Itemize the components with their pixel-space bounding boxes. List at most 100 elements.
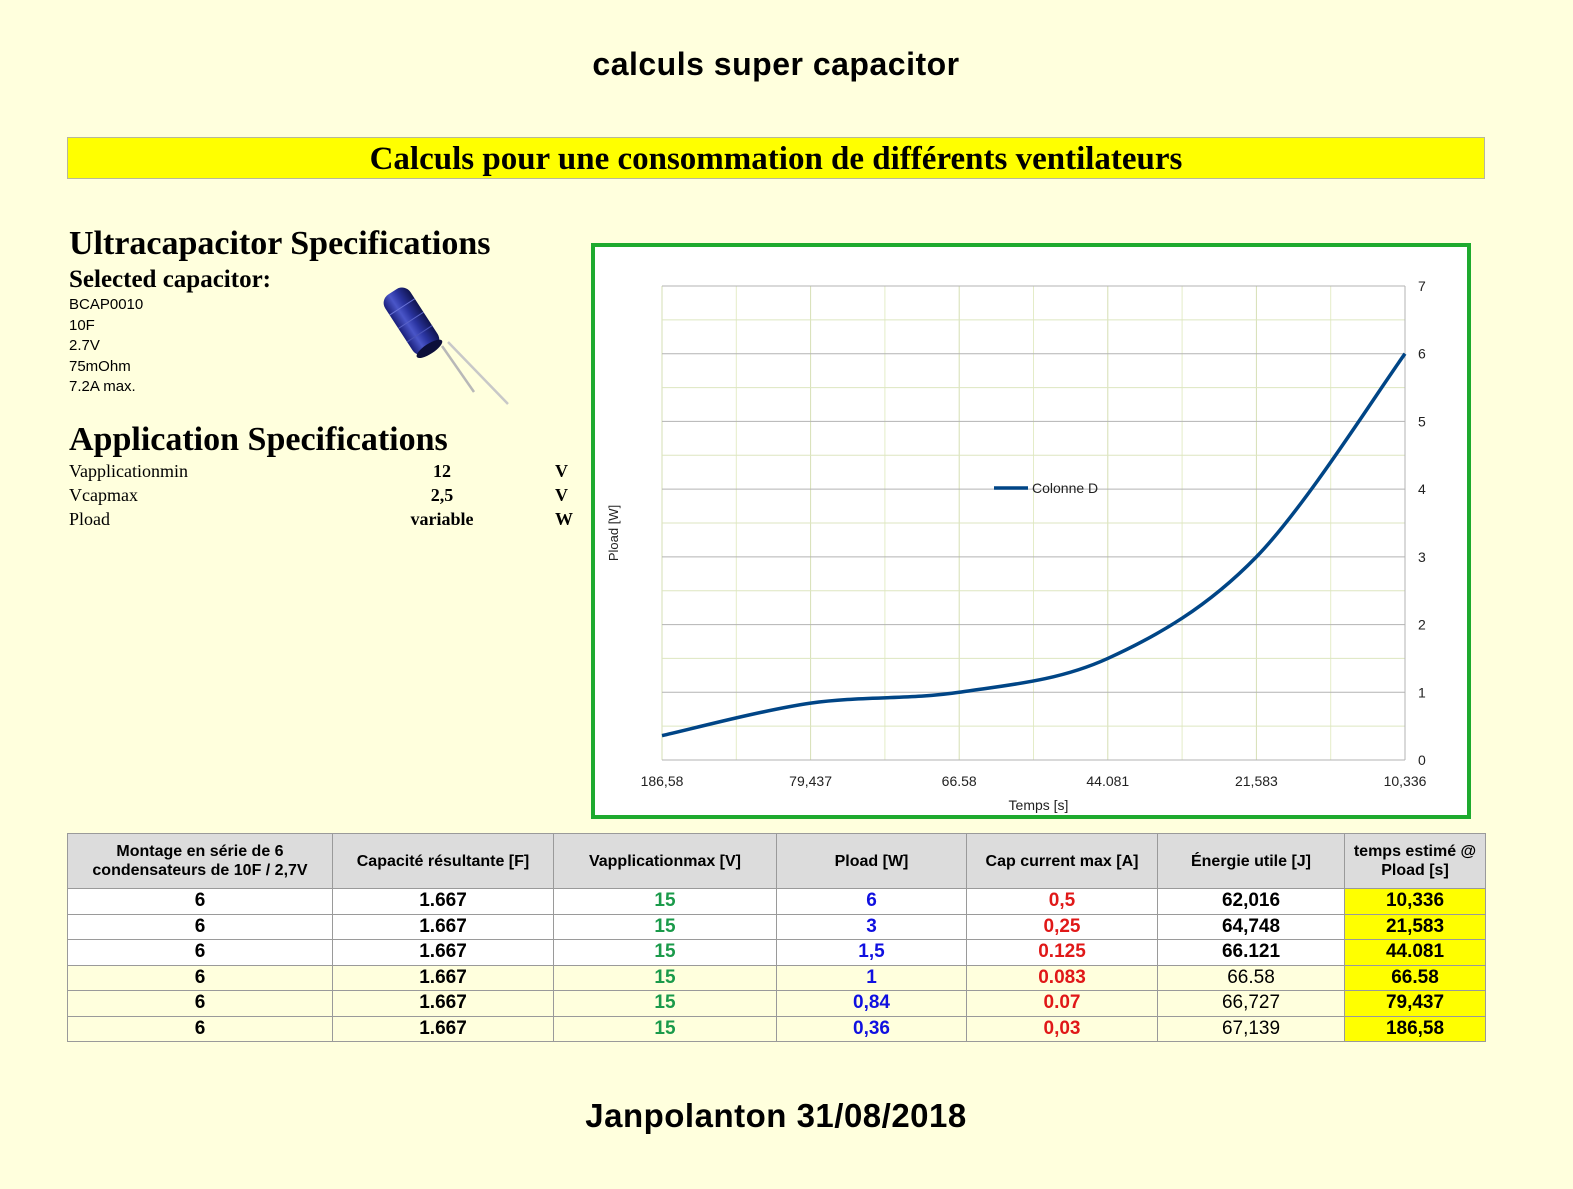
cell-montage: 6	[67, 939, 333, 966]
spec-voltage: 2.7V	[69, 337, 100, 354]
ultracap-heading: Ultracapacitor Specifications	[69, 225, 491, 262]
table-row: 6 1.667 15 1 0.083 66.58 66.58	[67, 964, 1486, 991]
x-tick-label: 21,583	[1235, 773, 1278, 789]
x-axis-title: Temps [s]	[1009, 797, 1069, 813]
cell-current: 0.125	[966, 939, 1158, 966]
table-row: 6 1.667 15 6 0,5 62,016 10,336	[67, 888, 1486, 915]
cell-current: 0.07	[966, 990, 1158, 1017]
cell-pload: 0,36	[776, 1015, 967, 1042]
cell-pload: 6	[776, 888, 967, 915]
cell-montage: 6	[67, 913, 333, 940]
cell-energie: 67,139	[1157, 1015, 1345, 1042]
legend-label: Colonne D	[1032, 480, 1098, 496]
chart-svg: 0 1 2 3 4 5 6 7 186,58 79,437 66.58 44.081 21,583 10,…	[606, 278, 1427, 813]
app-row-vcapmax: Vcapmax 2,5 V	[69, 485, 579, 509]
app-label: Pload	[69, 509, 111, 529]
results-table: Montage en série de 6 condensateurs de 1…	[67, 833, 1486, 1042]
cell-montage: 6	[67, 964, 333, 991]
y-tick-label: 0	[1418, 752, 1426, 768]
app-row-pload: Pload variable W	[69, 509, 579, 533]
cell-current: 0,03	[966, 1015, 1158, 1042]
cell-temps: 44.081	[1344, 939, 1486, 966]
cell-energie: 64,748	[1157, 913, 1345, 940]
table-header-row: Montage en série de 6 condensateurs de 1…	[67, 833, 1486, 889]
y-tick-label: 1	[1418, 684, 1426, 700]
y-tick-label: 6	[1418, 346, 1426, 362]
y-tick-label: 7	[1418, 278, 1426, 294]
y-axis-title: Pload [W]	[606, 505, 621, 561]
app-unit: V	[555, 485, 568, 505]
cell-capacite: 1.667	[332, 1015, 554, 1042]
cell-vappmax: 15	[553, 939, 777, 966]
cell-pload: 0,84	[776, 990, 967, 1017]
cell-pload: 1	[776, 964, 967, 991]
x-tick-label: 186,58	[641, 773, 684, 789]
cell-pload: 1,5	[776, 939, 967, 966]
series-line-colonne-d	[661, 352, 1407, 738]
cell-temps: 186,58	[1344, 1015, 1486, 1042]
col-header-capacite: Capacité résultante [F]	[332, 833, 554, 889]
y-tick-label: 4	[1418, 481, 1426, 497]
spec-capacitance: 10F	[69, 316, 95, 334]
x-tick-label: 44.081	[1086, 773, 1129, 789]
col-header-energie: Énergie utile [J]	[1157, 833, 1345, 889]
cell-current: 0,5	[966, 888, 1158, 915]
spec-part-number: BCAP0010	[69, 296, 144, 313]
cell-temps: 21,583	[1344, 913, 1486, 940]
cell-vappmax: 15	[553, 964, 777, 991]
section-banner: Calculs pour une consommation de différe…	[67, 137, 1485, 179]
selected-capacitor-heading: Selected capacitor:	[69, 266, 272, 293]
col-header-vappmax: Vapplicationmax [V]	[553, 833, 777, 889]
spec-esr: 75mOhm	[69, 357, 131, 375]
app-value: 2,5	[430, 485, 454, 505]
cell-energie: 66.58	[1157, 964, 1345, 991]
y-tick-label: 2	[1418, 617, 1426, 633]
col-header-pload: Pload [W]	[776, 833, 967, 889]
cell-temps: 66.58	[1344, 964, 1486, 991]
table-row: 6 1.667 15 0,36 0,03 67,139 186,58	[67, 1015, 1486, 1042]
cell-vappmax: 15	[553, 913, 777, 940]
cell-montage: 6	[67, 888, 333, 915]
cell-capacite: 1.667	[332, 913, 554, 940]
cell-current: 0,25	[966, 913, 1158, 940]
application-specs: Vapplicationmin 12 V Vcapmax 2,5 V Pload…	[69, 461, 579, 533]
cell-montage: 6	[67, 990, 333, 1017]
cell-vappmax: 15	[553, 1015, 777, 1042]
footer-signature: Janpolanton 31/08/2018	[585, 1097, 967, 1134]
app-value: variable	[410, 509, 474, 529]
x-tick-label: 10,336	[1384, 773, 1427, 789]
x-tick-label: 79,437	[789, 773, 832, 789]
col-header-temps: temps estimé @ Pload [s]	[1344, 833, 1486, 889]
table-row: 6 1.667 15 3 0,25 64,748 21,583	[67, 913, 1486, 940]
cell-temps: 79,437	[1344, 990, 1486, 1017]
spec-current: 7.2A max.	[69, 378, 136, 395]
cell-capacite: 1.667	[332, 939, 554, 966]
cell-temps: 10,336	[1344, 888, 1486, 915]
capacitor-specs: BCAP0010 10F 2.7V 75mOhm 7.2A max.	[69, 295, 143, 398]
app-unit: W	[555, 509, 573, 529]
cell-pload: 3	[776, 913, 967, 940]
pload-chart: 0 1 2 3 4 5 6 7 186,58 79,437 66.58 44.081 21,583 10,…	[591, 243, 1471, 819]
app-row-vappmin: Vapplicationmin 12 V	[69, 461, 579, 485]
application-heading: Application Specifications	[69, 421, 448, 458]
cell-vappmax: 15	[553, 990, 777, 1017]
cell-energie: 66,727	[1157, 990, 1345, 1017]
cell-vappmax: 15	[553, 888, 777, 915]
col-header-current: Cap current max [A]	[966, 833, 1158, 889]
cell-montage: 6	[67, 1015, 333, 1042]
cell-capacite: 1.667	[332, 964, 554, 991]
cell-energie: 66.121	[1157, 939, 1345, 966]
table-row: 6 1.667 15 0,84 0.07 66,727 79,437	[67, 990, 1486, 1017]
app-label: Vcapmax	[69, 485, 138, 505]
cell-capacite: 1.667	[332, 990, 554, 1017]
capacitor-image	[383, 287, 509, 405]
col-header-montage: Montage en série de 6 condensateurs de 1…	[67, 833, 333, 889]
y-tick-label: 3	[1418, 549, 1426, 565]
table-row: 6 1.667 15 1,5 0.125 66.121 44.081	[67, 939, 1486, 966]
app-unit: V	[555, 461, 568, 481]
app-label: Vapplicationmin	[69, 461, 188, 481]
cell-capacite: 1.667	[332, 888, 554, 915]
cell-current: 0.083	[966, 964, 1158, 991]
y-tick-label: 5	[1418, 413, 1426, 429]
cell-energie: 62,016	[1157, 888, 1345, 915]
